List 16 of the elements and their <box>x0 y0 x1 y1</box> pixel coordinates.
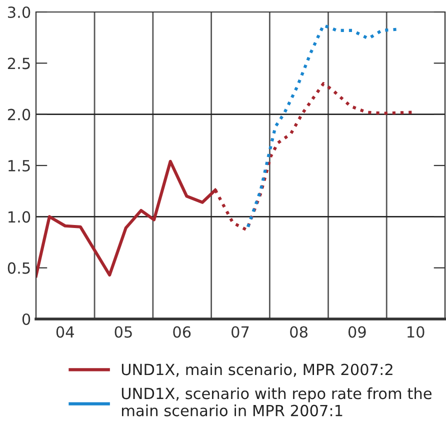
y-tick-label: 0.5 <box>8 262 30 274</box>
y-tick-label: 2.0 <box>8 108 30 120</box>
x-tick-label: 07 <box>232 326 249 338</box>
x-tick-label: 06 <box>173 326 191 338</box>
x-tick-label: 10 <box>408 326 424 338</box>
x-tick-label: 05 <box>114 326 132 338</box>
y-tick-label: 2.5 <box>8 58 30 70</box>
legend-label: UND1X, main scenario, MPR 2007:2 <box>122 363 392 377</box>
x-tick-label: 09 <box>348 326 366 338</box>
y-tick-label: 1.0 <box>8 211 30 223</box>
y-tick-label: 0 <box>22 313 30 326</box>
x-tick-label: 08 <box>290 326 308 338</box>
legend-label: UND1X, scenario with repo rate from the main scenario in MPR 2007:1 <box>122 387 432 416</box>
y-tick-label: 1.5 <box>8 160 30 172</box>
y-tick-label: 3.0 <box>8 6 30 18</box>
x-tick-label: 04 <box>56 326 74 338</box>
